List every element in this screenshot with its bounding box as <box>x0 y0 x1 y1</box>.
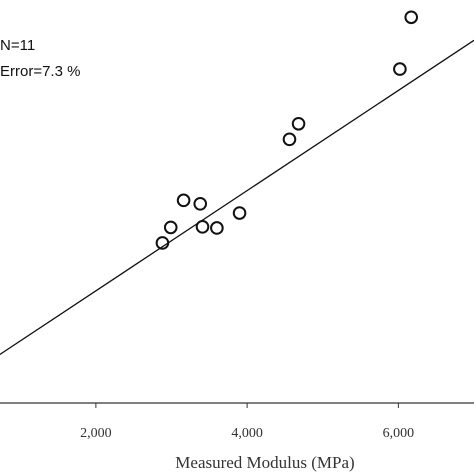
x-ticks: 2,000 4,000 6,000 <box>80 403 414 441</box>
data-points <box>155 10 419 250</box>
data-point <box>232 206 247 220</box>
data-point <box>176 193 191 208</box>
data-point <box>282 132 297 147</box>
fit-line-group <box>0 39 474 356</box>
x-tick-label: 6,000 <box>383 426 415 441</box>
x-tick-label: 4,000 <box>231 426 263 441</box>
x-axis-title: Measured Modulus (MPa) <box>175 453 354 472</box>
x-tick-label: 2,000 <box>80 426 112 441</box>
data-point <box>404 10 419 25</box>
data-point <box>210 221 224 235</box>
data-point <box>291 116 306 131</box>
data-point <box>393 62 407 76</box>
data-point <box>155 236 170 250</box>
data-point <box>163 220 178 235</box>
data-point <box>195 220 210 234</box>
n-annotation: N=11 <box>0 37 36 54</box>
error-annotation: Error=7.3 % <box>0 63 81 80</box>
data-point <box>193 197 208 211</box>
fit-line <box>0 39 474 356</box>
